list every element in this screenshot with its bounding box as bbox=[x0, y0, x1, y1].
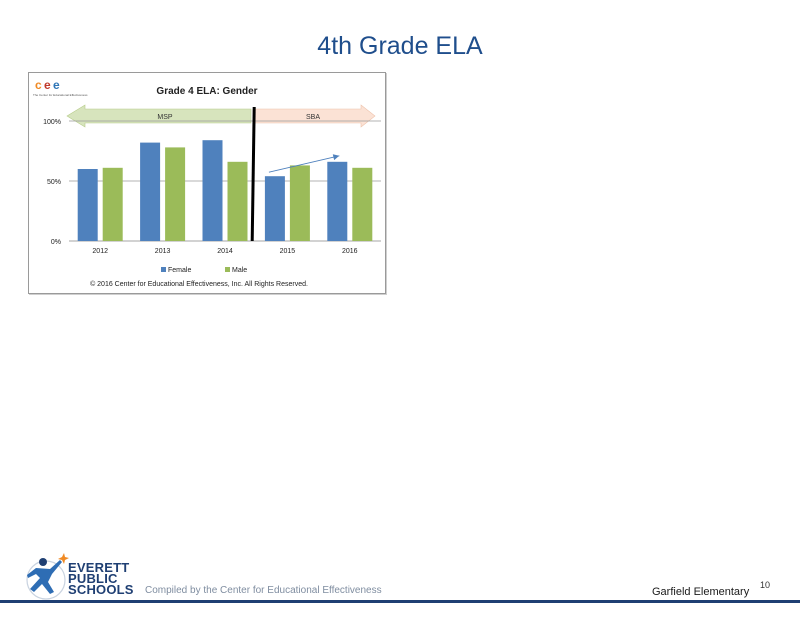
everett-schools-logo-icon bbox=[26, 553, 69, 600]
legend-swatch-female bbox=[161, 267, 166, 272]
page-number: 10 bbox=[760, 580, 771, 590]
chart-title: Grade 4 ELA: Gender bbox=[156, 86, 257, 97]
compiled-by-note: Compiled by the Center for Educational E… bbox=[145, 585, 382, 596]
cee-logo-letter-c: c bbox=[35, 78, 42, 92]
district-name-line-2: PUBLIC bbox=[68, 571, 118, 586]
bar-female-2012 bbox=[77, 169, 98, 241]
bar-male-2016 bbox=[352, 167, 373, 241]
bar-male-2012 bbox=[102, 167, 123, 241]
bar-chart: c e e The Center for Educational Effecti… bbox=[33, 78, 381, 288]
msp-band-label: MSP bbox=[157, 114, 173, 121]
cee-logo-letter-e1: e bbox=[44, 78, 51, 92]
cee-logo-tagline: The Center for Educational Effectiveness bbox=[33, 93, 88, 97]
legend-label-male: Male bbox=[232, 267, 247, 274]
x-tick-label: 2015 bbox=[280, 248, 296, 255]
cee-logo-letter-e2: e bbox=[53, 78, 60, 92]
x-tick-label: 2016 bbox=[342, 248, 358, 255]
y-tick-label: 0% bbox=[51, 239, 61, 246]
trend-arrow-head bbox=[332, 154, 340, 161]
sba-band-label: SBA bbox=[306, 114, 320, 121]
slide-title: 4th Grade ELA bbox=[317, 32, 483, 60]
district-name-line-1: EVERETT bbox=[68, 560, 130, 575]
msp-band-arrow bbox=[66, 104, 252, 128]
bar-female-2013 bbox=[140, 142, 161, 241]
msp-sba-divider bbox=[250, 106, 256, 242]
bar-female-2015 bbox=[264, 176, 285, 241]
legend-swatch-male bbox=[225, 267, 230, 272]
bar-male-2014 bbox=[227, 161, 248, 241]
chart-copyright: © 2016 Center for Educational Effectiven… bbox=[90, 280, 308, 288]
x-tick-label: 2012 bbox=[92, 248, 108, 255]
district-name-line-3: SCHOOLS bbox=[68, 582, 134, 597]
legend-label-female: Female bbox=[168, 267, 191, 274]
trend-arrow-line bbox=[268, 155, 340, 173]
y-tick-label: 50% bbox=[47, 179, 61, 186]
district-name: EVERETT PUBLIC SCHOOLS bbox=[68, 560, 134, 597]
y-tick-label: 100% bbox=[43, 119, 61, 126]
cee-logo: c e e The Center for Educational Effecti… bbox=[33, 78, 88, 97]
x-tick-label: 2014 bbox=[217, 248, 233, 255]
x-tick-label: 2013 bbox=[155, 248, 171, 255]
bar-female-2014 bbox=[202, 140, 223, 241]
chart-panel: c e e The Center for Educational Effecti… bbox=[28, 72, 386, 294]
bar-female-2016 bbox=[327, 161, 348, 241]
sba-band-arrow bbox=[252, 104, 376, 128]
bar-male-2013 bbox=[165, 147, 186, 241]
bar-male-2015 bbox=[289, 165, 310, 241]
school-name: Garfield Elementary bbox=[652, 586, 750, 598]
footer-rule bbox=[0, 600, 800, 603]
